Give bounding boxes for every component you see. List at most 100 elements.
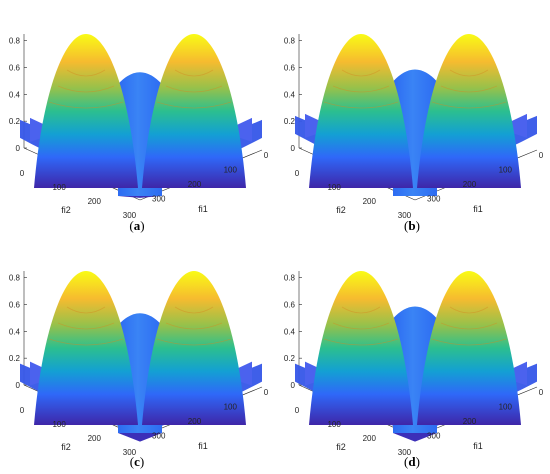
y-tick-label: 200 (463, 180, 477, 189)
surface-peak-left-contour (332, 322, 390, 330)
panel-c: 0 0.2 0.4 0.6 0.8 0 100 200 300 fi2 0 100 200 300 fi1 (9, 271, 269, 457)
surface-peak-right (417, 34, 521, 188)
z-tick-label: 0.4 (284, 90, 296, 99)
surface-peak-right-contour (449, 306, 489, 314)
surface-peak-left (309, 34, 413, 188)
x-tick-label: 200 (88, 197, 102, 206)
x-tick-label: 200 (363, 434, 377, 443)
surface-peak-left-contour (323, 101, 399, 109)
y-tick-label: 100 (224, 403, 238, 412)
surface-peak-left (34, 34, 138, 188)
y-tick-label: 0 (264, 151, 269, 160)
panel-label-c: (c) (129, 454, 145, 469)
z-tick-label: 0 (16, 144, 21, 153)
surface-peak-right-contour (440, 85, 498, 93)
x-tick-label: 300 (398, 448, 412, 457)
z-tick-label: 0.6 (284, 301, 296, 310)
y-tick-label: 0 (264, 388, 269, 397)
surface-peak-right-contour (156, 338, 232, 346)
y-tick-label: 100 (224, 166, 238, 175)
surface-peak-left-contour (57, 322, 115, 330)
y-tick-label: 100 (499, 166, 513, 175)
y-axis-label: fi1 (473, 204, 483, 214)
x-axis-label: fi2 (336, 442, 346, 452)
surface-peak-right-contour (449, 69, 489, 77)
z-tick-label: 0.2 (284, 117, 296, 126)
z-tick-label: 0.4 (9, 327, 21, 336)
x-tick-label: 300 (123, 448, 137, 457)
x-axis-label: fi2 (61, 205, 71, 215)
y-tick-label: 200 (463, 417, 477, 426)
x-tick-label: 0 (295, 406, 300, 415)
y-tick-label: 300 (152, 432, 166, 441)
surface-peak-right-contour (431, 101, 507, 109)
y-tick-label: 300 (427, 432, 441, 441)
y-axis-label: fi1 (473, 441, 483, 451)
x-tick-label: 300 (123, 211, 137, 220)
x-tick-label: 100 (52, 420, 66, 429)
surface-peak-left-contour (57, 85, 115, 93)
z-tick-label: 0.6 (284, 64, 296, 73)
x-tick-label: 0 (20, 406, 25, 415)
surface-peak-right-contour (156, 101, 232, 109)
surface-peak-right-contour (165, 85, 223, 93)
panel-label-b: (b) (404, 218, 420, 233)
z-tick-label: 0.8 (284, 274, 296, 283)
surface-peak-left-contour (323, 338, 399, 346)
x-tick-label: 0 (20, 169, 25, 178)
z-tick-label: 0.6 (9, 64, 21, 73)
x-axis-label: fi2 (336, 205, 346, 215)
panel-label-d: (d) (404, 454, 420, 469)
surface-bottom-point (118, 196, 162, 198)
y-axis-label: fi1 (198, 441, 208, 451)
y-tick-label: 200 (188, 417, 202, 426)
y-tick-label: 300 (427, 195, 441, 204)
z-tick-label: 0.8 (9, 37, 21, 46)
y-tick-label: 200 (188, 180, 202, 189)
y-tick-label: 0 (539, 388, 544, 397)
x-axis-label: fi2 (61, 442, 71, 452)
z-tick-label: 0 (16, 381, 21, 390)
x-tick-label: 300 (398, 211, 412, 220)
y-tick-label: 300 (152, 195, 166, 204)
surface-peak-left-contour (332, 85, 390, 93)
x-tick-label: 200 (88, 434, 102, 443)
surface-peak-right-contour (440, 322, 498, 330)
z-tick-label: 0.2 (9, 117, 21, 126)
x-tick-label: 100 (327, 183, 341, 192)
panel-a: 0 0.2 0.4 0.6 0.8 0 100 200 300 fi2 0 100 200 300 fi1 (9, 34, 269, 220)
x-tick-label: 100 (327, 420, 341, 429)
surface-peak-left-contour (48, 338, 124, 346)
surface-peak-right-contour (174, 306, 214, 314)
surface-peak-right-contour (174, 69, 214, 77)
surface-peak-right-contour (165, 322, 223, 330)
surface-peak-right (142, 34, 246, 188)
surface-peak-right-contour (431, 338, 507, 346)
surface-peak-left-contour (66, 306, 106, 314)
x-tick-label: 200 (363, 197, 377, 206)
z-tick-label: 0.6 (9, 301, 21, 310)
x-tick-label: 100 (52, 183, 66, 192)
surface-peak-left-contour (341, 69, 381, 77)
surface-bottom-point (118, 433, 162, 442)
z-tick-label: 0.2 (9, 354, 21, 363)
y-tick-label: 0 (539, 151, 544, 160)
panel-label-a: (a) (129, 218, 145, 233)
surface-peak-left (309, 271, 413, 425)
z-tick-label: 0 (291, 381, 296, 390)
surface-peak-right (142, 271, 246, 425)
panel-b: 0 0.2 0.4 0.6 0.8 0 100 200 300 fi2 0 100 200 300 fi1 (284, 34, 544, 220)
y-tick-label: 100 (499, 403, 513, 412)
surface-peak-left-contour (341, 306, 381, 314)
panel-d: 0 0.2 0.4 0.6 0.8 0 100 200 300 fi2 0 100 200 300 fi1 (284, 271, 544, 457)
surface-peak-left (34, 271, 138, 425)
surface-bottom-point (393, 433, 437, 442)
z-tick-label: 0.4 (9, 90, 21, 99)
surface-peak-left-contour (48, 101, 124, 109)
x-tick-label: 0 (295, 169, 300, 178)
z-tick-label: 0.8 (9, 274, 21, 283)
surface-peak-left-contour (66, 69, 106, 77)
y-axis-label: fi1 (198, 204, 208, 214)
z-tick-label: 0.4 (284, 327, 296, 336)
